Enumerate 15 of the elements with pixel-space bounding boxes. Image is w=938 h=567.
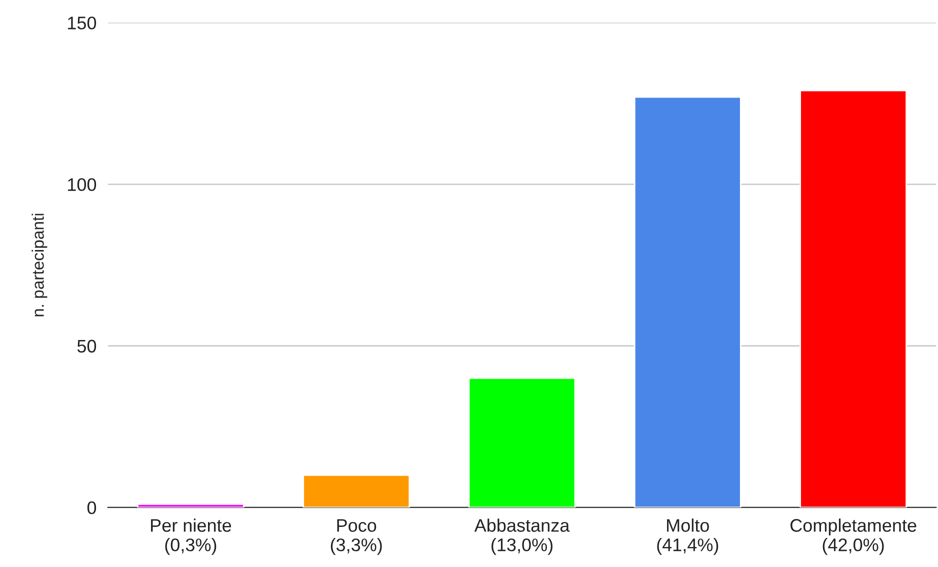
y-tick-label: 50	[77, 340, 96, 353]
x-tick-label: Per niente (0,3%)	[151, 518, 232, 555]
bar	[468, 377, 576, 508]
bar	[302, 474, 410, 508]
x-tick-label: Molto (41,4%)	[657, 518, 718, 555]
y-tick-label: 0	[87, 501, 96, 514]
y-axis-title: n. partecipanti	[32, 214, 48, 316]
bar	[136, 504, 244, 508]
x-tick-label: Abbastanza (13,0%)	[474, 518, 570, 555]
bar	[800, 90, 907, 508]
y-tick-label: 100	[68, 178, 96, 191]
y-tick-label: 150	[68, 16, 96, 30]
x-tick-label: Poco (3,3%)	[330, 519, 382, 555]
bar	[634, 96, 742, 508]
x-tick-label: Completamente (42,0%)	[790, 518, 916, 555]
